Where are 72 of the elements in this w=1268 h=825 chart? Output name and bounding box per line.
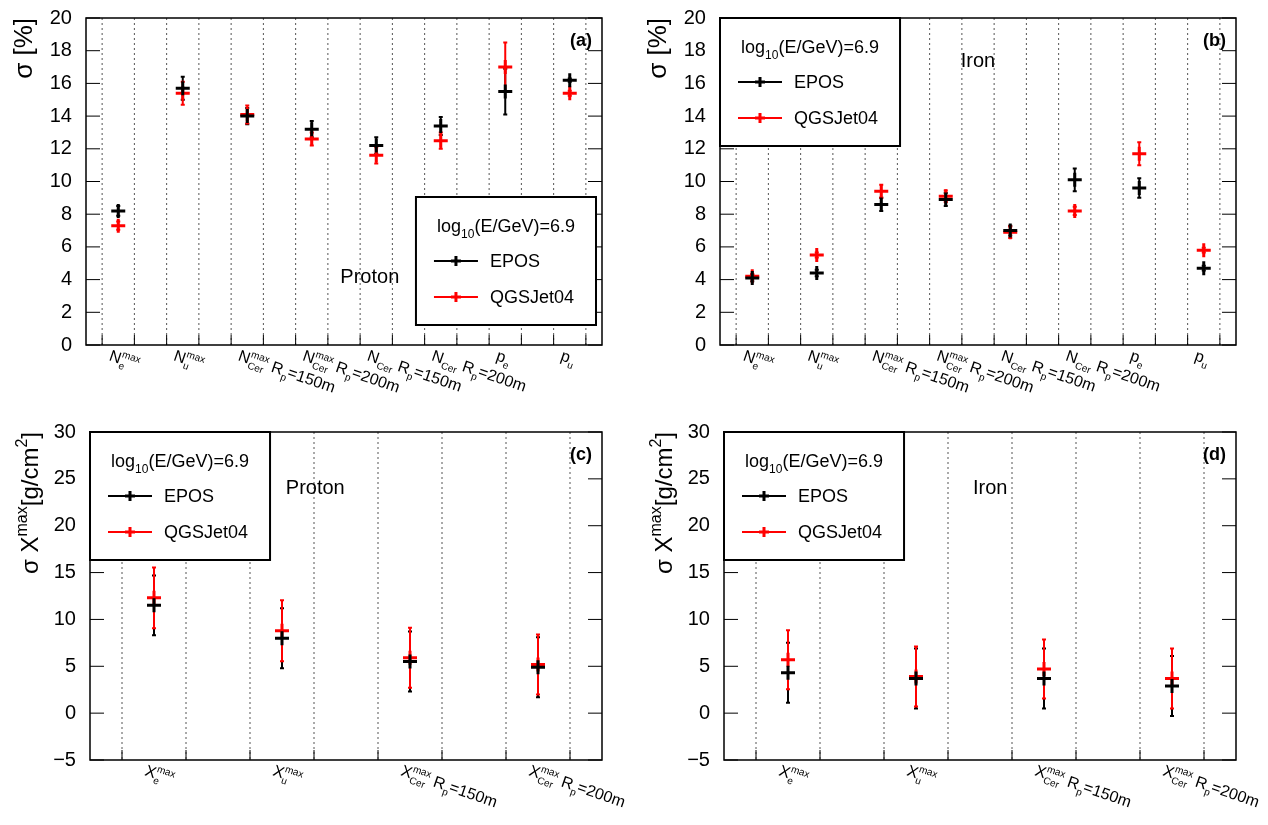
- y-tick-label: 20: [53, 513, 76, 536]
- legend-label: QGSJet04: [798, 522, 883, 543]
- y-axis-title: σ [%]: [8, 17, 38, 79]
- y-tick-label: 8: [60, 201, 72, 224]
- y-tick-label: 5: [698, 653, 710, 676]
- x-tick-label: Nemax: [107, 346, 143, 373]
- y-tick-label: −5: [53, 747, 76, 770]
- y-tick-label: 4: [694, 267, 706, 290]
- y-tick-label: 4: [60, 267, 72, 290]
- x-tick-label: Xumax: [905, 761, 940, 787]
- x-tick-label: pu: [1192, 346, 1209, 372]
- y-tick-label: 16: [683, 70, 706, 93]
- y-tick-label: 0: [698, 700, 710, 723]
- x-tick-label: Xemax: [143, 761, 178, 787]
- y-tick-label: 6: [694, 234, 706, 257]
- annotation: (a): [570, 30, 593, 50]
- x-tick-label: pu: [558, 346, 575, 372]
- y-tick-label: 18: [49, 38, 72, 61]
- annotation: (c): [570, 444, 593, 464]
- annotation: Proton: [340, 265, 400, 288]
- x-tick-label: XCermax Rp=200m: [1161, 761, 1262, 811]
- annotation: Iron: [960, 49, 996, 72]
- legend-label: EPOS: [164, 486, 215, 507]
- y-tick-label: 8: [694, 201, 706, 224]
- y-tick-label: 6: [60, 234, 72, 257]
- y-tick-label: 30: [687, 419, 710, 442]
- y-tick-label: 15: [687, 560, 710, 583]
- x-tick-label: Numax: [171, 346, 207, 372]
- legend-label: QGSJet04: [794, 108, 879, 129]
- annotation: (d): [1203, 444, 1227, 464]
- y-tick-label: 10: [687, 606, 710, 629]
- legend-label: EPOS: [798, 486, 849, 507]
- annotation: (b): [1203, 30, 1227, 50]
- y-tick-label: −5: [687, 747, 710, 770]
- y-tick-label: 30: [53, 419, 76, 442]
- y-tick-label: 14: [49, 103, 72, 126]
- y-tick-label: 25: [53, 466, 76, 489]
- y-tick-label: 20: [687, 513, 710, 536]
- legend-label: QGSJet04: [489, 287, 575, 308]
- x-tick-label: Nemax: [741, 346, 777, 373]
- y-tick-label: 18: [683, 38, 706, 61]
- x-tick-label: XCermax Rp=200m: [527, 761, 628, 811]
- y-tick-label: 10: [49, 169, 72, 192]
- x-tick-label: Numax: [805, 346, 841, 372]
- x-tick-label: Xumax: [271, 761, 306, 787]
- y-tick-label: 25: [687, 466, 710, 489]
- y-tick-label: 0: [64, 700, 76, 723]
- y-tick-label: 12: [49, 136, 72, 159]
- x-tick-label: XCermax Rp=150m: [399, 761, 500, 811]
- x-tick-label: XCermax Rp=150m: [1033, 761, 1134, 811]
- x-tick-label: Xemax: [777, 761, 812, 787]
- y-tick-label: 16: [49, 70, 72, 93]
- annotation: Iron: [973, 476, 1008, 499]
- y-tick-label: 20: [683, 5, 706, 28]
- y-tick-label: 2: [60, 299, 72, 322]
- y-tick-label: 10: [53, 606, 76, 629]
- y-tick-label: 5: [64, 653, 76, 676]
- legend-label: EPOS: [489, 251, 540, 272]
- y-axis-title: σ Xmax[g/cm2]: [13, 432, 43, 574]
- y-tick-label: 12: [683, 136, 706, 159]
- y-tick-label: 14: [683, 103, 706, 126]
- y-tick-label: 10: [683, 169, 706, 192]
- y-tick-label: 0: [60, 332, 72, 355]
- y-tick-label: 20: [49, 5, 72, 28]
- y-tick-label: 0: [694, 332, 706, 355]
- legend-label: EPOS: [794, 72, 845, 93]
- y-axis-title: σ Xmax[g/cm2]: [647, 432, 677, 574]
- y-tick-label: 15: [53, 560, 76, 583]
- legend-label: QGSJet04: [164, 522, 249, 543]
- y-tick-label: 2: [694, 299, 706, 322]
- y-axis-title: σ [%]: [642, 17, 672, 79]
- annotation: Proton: [285, 476, 345, 499]
